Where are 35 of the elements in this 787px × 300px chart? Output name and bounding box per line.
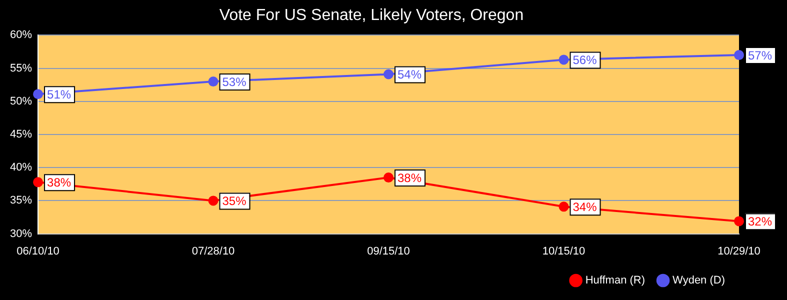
x-tick-label: 10/29/10: [718, 245, 760, 258]
data-label: 56%: [572, 53, 598, 68]
data-label: 54%: [398, 68, 422, 82]
legend-label: Huffman (R): [585, 274, 646, 287]
point: [558, 202, 569, 212]
y-tick-label: 60%: [10, 29, 32, 42]
point: [33, 89, 44, 100]
y-tick-label: 35%: [10, 194, 32, 207]
y-tick-label: 40%: [10, 162, 32, 174]
x-tick-label: 06/10/10: [16, 245, 60, 258]
point: [384, 172, 394, 183]
y-tick-label: 55%: [10, 62, 32, 74]
point: [384, 69, 394, 80]
x-tick-label: 07/28/10: [192, 245, 235, 258]
data-label: 53%: [222, 74, 247, 89]
point: [734, 216, 744, 226]
point: [208, 196, 218, 206]
data-label: 32%: [748, 214, 772, 229]
y-tick-label: 45%: [10, 128, 32, 141]
point: [558, 54, 569, 65]
y-tick-label: 50%: [10, 95, 32, 108]
data-label: 35%: [222, 194, 247, 208]
data-label: 38%: [398, 170, 422, 185]
data-label: 34%: [572, 200, 598, 214]
x-tick-label: 09/15/10: [367, 245, 410, 258]
point: [33, 177, 44, 188]
data-label: 38%: [47, 175, 72, 190]
point: [208, 76, 218, 87]
data-label: 51%: [47, 87, 72, 102]
point: [734, 50, 744, 60]
data-label: 57%: [748, 48, 772, 62]
y-tick-label: 30%: [10, 228, 32, 240]
legend-label: Wyden (D): [672, 274, 726, 287]
chart-title: Vote For US Senate, Likely Voters, Oregon: [219, 7, 524, 24]
x-tick-label: 10/15/10: [542, 245, 586, 258]
